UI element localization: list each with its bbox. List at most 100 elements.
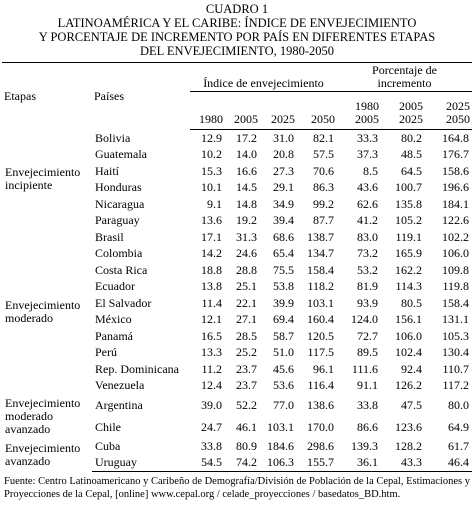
value-cell: 43.3 (381, 454, 425, 472)
value-cell: 105.2 (395, 213, 422, 228)
value-cell: 80.9 (236, 438, 257, 453)
value-cell: 70.6 (313, 163, 334, 178)
value-cell: 111.6 (351, 361, 378, 376)
value-cell: 80.0 (448, 397, 469, 412)
country: Paraguay (95, 213, 140, 228)
value-cell: 61.7 (448, 438, 469, 453)
value-cell: 34.9 (273, 196, 294, 211)
value-cell: 92.4 (401, 361, 422, 376)
value-cell: 80.5 (401, 295, 422, 310)
value-cell: 74.2 (225, 454, 260, 472)
year-header: 2050 (297, 91, 337, 130)
value-cell: 86.6 (357, 419, 378, 434)
value-cell: 33.3 (357, 130, 378, 145)
value-cell: 36.1 (337, 454, 381, 472)
value-cell: 28.5 (236, 328, 257, 343)
table-row: Envejecimiento moderado avanzado Argentin… (2, 394, 472, 435)
country: Cuba (95, 438, 121, 453)
value-cell: 29.1 (273, 180, 294, 195)
period-header: 2025 2050 (425, 91, 472, 130)
country: Panamá (95, 328, 133, 343)
value-cell: 53.6 (273, 378, 294, 393)
value-cell: 54.5 (190, 454, 225, 472)
value-cell: 119.8 (442, 279, 469, 294)
period-header: 1980 2005 (337, 91, 381, 130)
country: Colombia (95, 246, 143, 261)
value-cell: 24.7 (201, 419, 222, 434)
value-cell: 18.8 (201, 262, 222, 277)
value-cell: 41.2 (357, 213, 378, 228)
value-cell: 68.6 (273, 229, 294, 244)
value-cell: 13.6 (201, 213, 222, 228)
value-cell: 46.1 (236, 419, 257, 434)
value-cell: 62.6 (357, 196, 378, 211)
value-cell: 162.2 (395, 262, 422, 277)
value-cell: 156.1 (395, 312, 422, 327)
table-row: El Salvador 11.4 22.1 39.9 103.1 93.9 80.5 158.… (2, 295, 472, 312)
value-cell: 298.6 (307, 438, 334, 453)
value-cell: 106.0 (395, 328, 422, 343)
value-cell: 176.7 (442, 147, 469, 162)
table-row: Honduras 10.1 14.5 29.1 86.3 43.6 100.7 196.6 (2, 180, 472, 197)
value-cell: 170.0 (307, 419, 334, 434)
value-cell: 27.3 (273, 163, 294, 178)
table-row: México 12.1 27.1 69.4 160.4 124.0 156.1 131.1 (2, 312, 472, 329)
value-cell: 24.6 (236, 246, 257, 261)
value-cell: 12.9 (201, 130, 222, 145)
table-row: Paraguay 13.6 19.2 39.4 87.7 41.2 105.2 122.6 (2, 213, 472, 230)
title-block: CUADRO 1 LATINOAMÉRICA Y EL CARIBE: ÍNDI… (0, 0, 474, 58)
value-cell: 39.0 (201, 397, 222, 412)
value-cell: 120.5 (307, 328, 334, 343)
table-row: Envejecimiento incipiente Bolivia 12.9 17.2… (2, 130, 472, 192)
value-cell: 58.7 (273, 328, 294, 343)
table-row: Haití 15.3 16.6 27.3 70.6 8.5 64.5 158.6 (2, 163, 472, 180)
value-cell: 117.5 (307, 345, 334, 360)
stage-label: Envejecimiento incipiente (5, 165, 81, 193)
year-header: 2005 (225, 91, 260, 130)
value-cell: 96.1 (313, 361, 334, 376)
value-cell: 33.8 (201, 438, 222, 453)
period-year: 2050 (446, 112, 470, 126)
value-cell: 25.1 (236, 279, 257, 294)
value-cell: 14.8 (236, 196, 257, 211)
value-cell: 14.5 (236, 180, 257, 195)
value-cell: 57.5 (313, 147, 334, 162)
value-cell: 43.6 (357, 180, 378, 195)
value-cell: 184.1 (442, 196, 469, 211)
value-cell: 139.3 (351, 438, 378, 453)
value-cell: 53.2 (357, 262, 378, 277)
value-cell: 64.5 (401, 163, 422, 178)
value-cell: 46.4 (425, 454, 472, 472)
value-cell: 135.8 (395, 196, 422, 211)
value-cell: 103.1 (307, 295, 334, 310)
value-cell: 19.2 (236, 213, 257, 228)
country: Bolivia (95, 130, 131, 145)
country: Uruguay (92, 454, 190, 472)
value-cell: 196.6 (442, 180, 469, 195)
value-cell: 106.3 (260, 454, 297, 472)
value-cell: 184.6 (267, 438, 294, 453)
value-cell: 10.1 (201, 180, 222, 195)
col-header: Etapas (2, 62, 92, 130)
value-cell: 123.6 (395, 419, 422, 434)
col-header: Países (92, 62, 190, 130)
stage-label: Envejecimiento moderado (5, 297, 81, 325)
value-cell: 13.3 (201, 345, 222, 360)
value-cell: 87.7 (313, 213, 334, 228)
value-cell: 80.2 (401, 130, 422, 145)
value-cell: 12.4 (201, 378, 222, 393)
country: Ecuador (95, 279, 135, 294)
table-row: Rep. Dominicana 11.2 23.7 45.6 96.1 111.6 92.4… (2, 361, 472, 378)
country: Honduras (95, 180, 142, 195)
year-header: 2025 (260, 91, 297, 130)
table-row: Venezuela 12.4 23.7 53.6 116.4 91.1 126.2 117.2 (2, 378, 472, 395)
value-cell: 16.6 (236, 163, 257, 178)
value-cell: 27.1 (236, 312, 257, 327)
value-cell: 12.1 (201, 312, 222, 327)
period-year: 2025 (446, 99, 470, 113)
value-cell: 110.7 (442, 361, 469, 376)
value-cell: 134.7 (307, 246, 334, 261)
country: Brasil (95, 229, 124, 244)
value-cell: 15.3 (201, 163, 222, 178)
year-header: 1980 (190, 91, 225, 130)
